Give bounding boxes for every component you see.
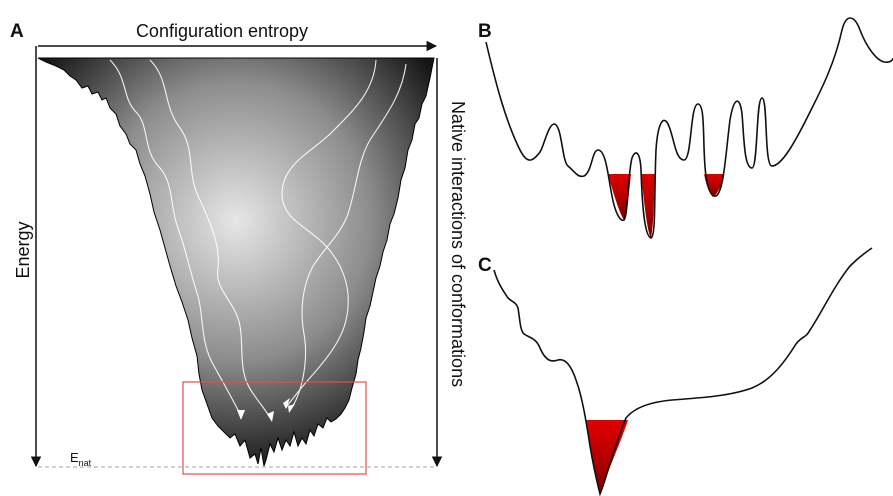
panel-a-letter: A [10, 21, 24, 42]
e-nat-main: E [70, 450, 79, 465]
e-nat-subscript: nat [79, 458, 92, 468]
folding-trajectories [109, 59, 407, 419]
trajectory-arrowhead-1 [237, 410, 245, 420]
panel-c-letter: C [478, 255, 492, 276]
trajectory-1 [109, 59, 241, 415]
energy-funnel [37, 57, 435, 467]
trajectory-arrowhead-4 [288, 404, 295, 413]
e-nat-label: Enat [70, 450, 92, 468]
trajectory-arrowhead-2 [267, 411, 274, 422]
native-region-highlight-box [182, 381, 367, 475]
panel-b-well-1-fill [608, 174, 631, 220]
panel-b-letter: B [478, 21, 492, 42]
trajectory-arrowhead-3 [283, 398, 290, 409]
panel-b-well-2-fill [641, 174, 655, 238]
panel-c-landscape-curve [493, 247, 873, 496]
native-interactions-label: Native interactions of conformations [448, 101, 468, 387]
trajectory-4 [289, 63, 407, 411]
trajectory-arrowheads [237, 398, 295, 422]
panel-b-landscape-curve [485, 17, 893, 239]
trajectory-2 [149, 59, 271, 419]
energy-label: Energy [13, 221, 33, 278]
panel-b-well-3-fill [704, 174, 724, 197]
configuration-entropy-label: Configuration entropy [136, 21, 308, 41]
